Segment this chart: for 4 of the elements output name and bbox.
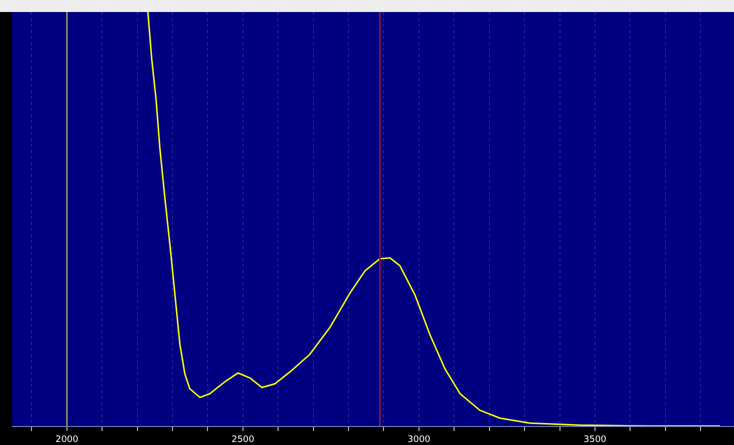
x-tick-label: 3500 — [583, 434, 607, 445]
x-tick-label: 3000 — [407, 434, 431, 445]
x-tick-label: 2000 — [55, 434, 79, 445]
x-tick-label: 2500 — [231, 434, 255, 445]
